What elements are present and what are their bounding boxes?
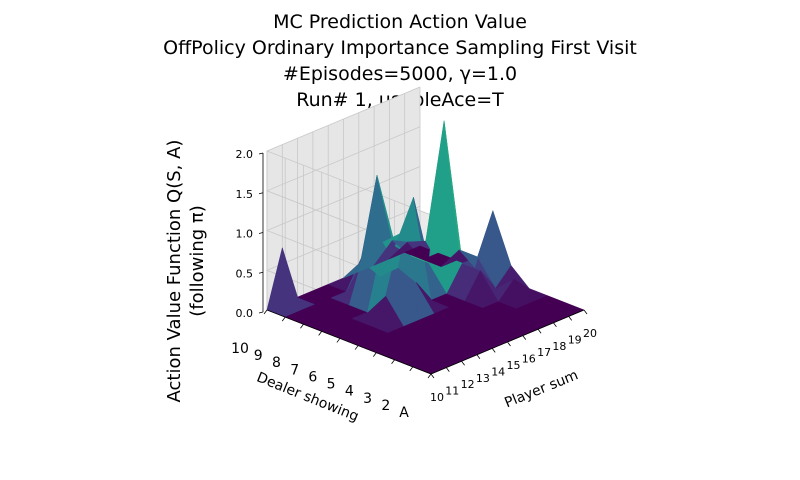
x-tick-label: 16 [522,353,536,366]
x-tick-label: 18 [552,340,566,353]
y-tick-label: 7 [290,362,299,378]
title-line-2: OffPolicy Ordinary Importance Sampling F… [163,37,637,59]
title-line-3: #Episodes=5000, γ=1.0 [283,63,517,85]
z-tick-label: 0.5 [236,267,254,280]
x-tick-label: 10 [430,391,444,404]
y-tick-mark [373,352,377,357]
x-tick-mark [568,316,573,321]
y-tick-label: 5 [327,377,336,393]
title-line-1: MC Prediction Action Value [273,11,527,33]
surface-patch [425,120,460,267]
x-tick-mark [537,328,542,334]
y-tick-label: 6 [308,369,317,385]
y-tick-mark [300,323,304,329]
x-tick-label: 12 [461,378,475,391]
y-tick-mark [391,359,395,365]
x-tick-mark [430,373,435,379]
x-tick-label: 19 [568,333,582,346]
z-tick-label: 1.0 [236,228,254,241]
y-tick-label: A [399,405,409,421]
surface-mesh [266,120,585,375]
x-tick-mark [445,367,450,372]
z-tick-mark [258,232,264,234]
y-tick-mark [318,331,322,336]
y-tick-label: 4 [345,384,354,400]
x-tick-mark [507,341,511,347]
z-tick-label: 1.5 [236,188,254,201]
x-tick-label: 11 [445,385,459,398]
x-tick-mark [461,360,465,366]
x-tick-mark [522,335,527,340]
x-tick-mark [583,309,588,315]
x-tick-mark [476,354,481,360]
z-tick-mark [258,271,264,274]
y-tick-label: 3 [363,391,372,407]
y-tick-label: 8 [272,355,281,371]
y-axis-line [266,309,432,375]
y-tick-mark [336,338,341,343]
z-tick-label: 2.0 [236,148,254,161]
x-tick-label: 20 [583,327,597,340]
axis-ticks: 10 11 12 13 14 15 16 17 18 19 20A23456789100.00.51… [231,148,597,421]
x-tick-mark [491,348,496,353]
x-tick-label: 15 [507,359,521,372]
z-tick-mark [258,192,264,195]
y-tick-mark [409,366,414,372]
x-tick-label: 13 [476,372,490,385]
x-tick-mark [553,322,557,328]
x-tick-label: 14 [491,365,505,378]
y-tick-mark [263,309,268,315]
y-tick-label: 2 [381,398,390,414]
y-tick-mark [427,373,432,379]
z-tick-mark [258,152,264,155]
x-tick-label: 17 [537,346,551,359]
z-axis-label-line-2: (following π) [187,205,208,317]
x-axis-label: Player sum [502,367,580,411]
z-axis-label-line-1: Action Value Function Q(S, A) [164,140,185,403]
y-tick-label: 10 [231,341,249,357]
y-tick-mark [281,316,286,322]
z-tick-mark [258,311,264,314]
y-tick-mark [354,345,359,350]
z-tick-label: 0.0 [236,307,254,320]
y-tick-label: 9 [254,348,263,364]
